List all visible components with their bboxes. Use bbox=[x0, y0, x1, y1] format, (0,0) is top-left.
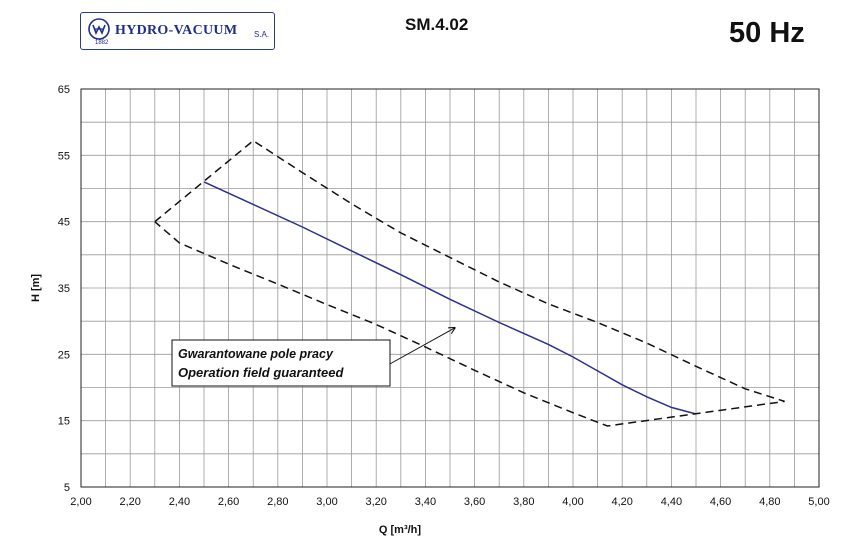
series-group bbox=[154, 139, 785, 427]
head-curve bbox=[203, 181, 697, 415]
company-logo: HYDRO-VACUUM S.A. 1882 bbox=[80, 12, 275, 50]
y-tick-label: 25 bbox=[58, 349, 70, 361]
x-tick-label: 3,40 bbox=[415, 496, 436, 508]
x-tick-label: 2,00 bbox=[70, 496, 91, 508]
grid-lines bbox=[80, 88, 820, 488]
annotation-line-en: Operation field guaranteed bbox=[178, 365, 344, 380]
x-tick-label: 2,20 bbox=[119, 496, 140, 508]
x-tick-labels: 2,00 2,20 2,40 2,60 2,80 3,00 3,20 3,40 3,60 3,80… bbox=[70, 496, 829, 508]
x-tick-label: 3,80 bbox=[513, 496, 534, 508]
x-tick-label: 3,20 bbox=[365, 496, 386, 508]
plot-frame bbox=[80, 88, 820, 488]
annotation-line-pl: Gwarantowane pole pracy bbox=[178, 347, 334, 361]
x-tick-label: 4,20 bbox=[611, 496, 632, 508]
x-tick-label: 2,60 bbox=[218, 496, 239, 508]
x-tick-label: 5,00 bbox=[808, 496, 829, 508]
x-axis-label: Q [m³/h] bbox=[379, 524, 421, 536]
annotation-group: Gwarantowane pole pracy Operation field … bbox=[171, 328, 455, 387]
y-tick-label: 45 bbox=[58, 217, 70, 229]
logo-suffix: S.A. bbox=[254, 30, 270, 39]
logo-text: HYDRO-VACUUM bbox=[115, 23, 238, 38]
logo-year: 1882 bbox=[95, 40, 109, 46]
annotation-arrow bbox=[387, 328, 455, 366]
annotation-box bbox=[171, 339, 391, 387]
x-tick-label: 4,80 bbox=[759, 496, 780, 508]
x-tick-label: 3,00 bbox=[316, 496, 337, 508]
x-tick-label: 2,80 bbox=[267, 496, 288, 508]
x-tick-label: 4,40 bbox=[661, 496, 682, 508]
x-tick-label: 2,40 bbox=[169, 496, 190, 508]
y-tick-label: 35 bbox=[58, 283, 70, 295]
y-tick-label: 15 bbox=[58, 416, 70, 428]
frequency-label: 50 Hz bbox=[729, 17, 805, 49]
x-tick-label: 4,60 bbox=[710, 496, 731, 508]
y-tick-label: 5 bbox=[64, 482, 70, 494]
operating-field-boundary bbox=[154, 139, 785, 427]
x-tick-label: 4,00 bbox=[562, 496, 583, 508]
logo-emblem-icon bbox=[88, 18, 110, 40]
y-tick-label: 65 bbox=[58, 84, 70, 96]
chart-title: SM.4.02 bbox=[405, 15, 469, 34]
y-tick-labels: 65 55 45 35 25 15 5 bbox=[58, 84, 70, 494]
x-tick-label: 3,60 bbox=[464, 496, 485, 508]
y-tick-label: 55 bbox=[58, 150, 70, 162]
y-axis-label: H [m] bbox=[30, 274, 42, 302]
